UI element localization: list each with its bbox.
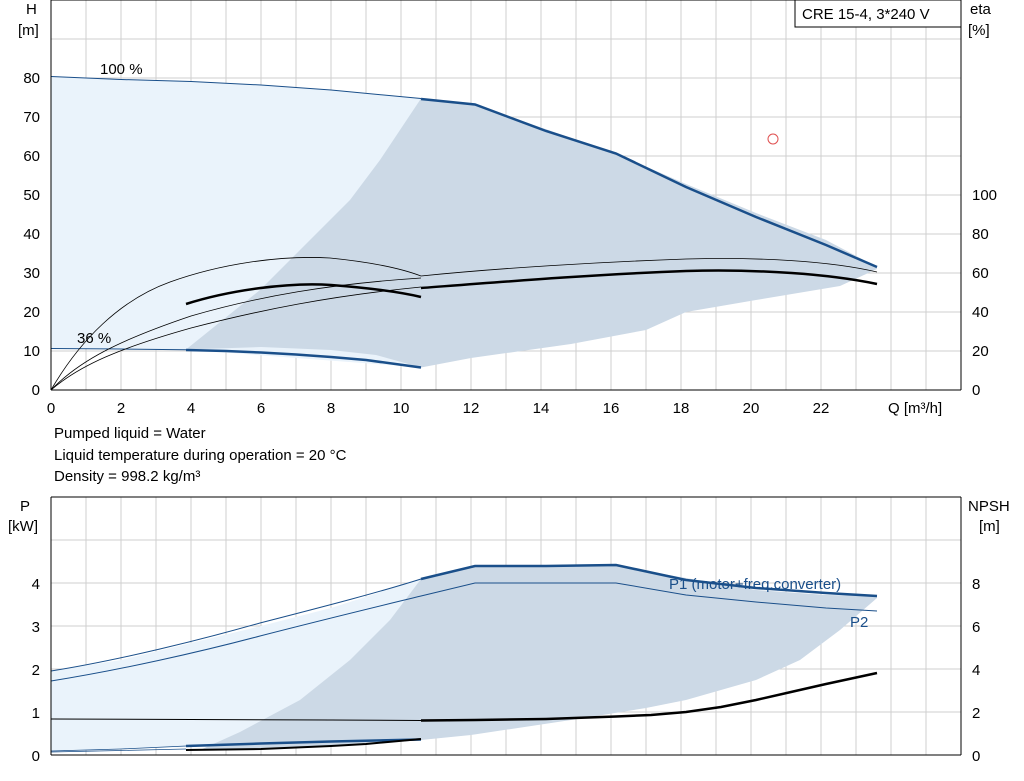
ytick-npsh-4: 4 xyxy=(972,662,980,679)
p2-curve xyxy=(50,582,878,682)
p-min-thin2 xyxy=(50,748,187,753)
y-axis-left-label-unit: [m] xyxy=(18,22,39,39)
xtick-20: 20 xyxy=(743,400,760,417)
y-axis-right-label-eta: eta xyxy=(970,1,992,18)
ytick-right-80: 80 xyxy=(972,226,989,243)
ytick-left-0: 0 xyxy=(32,382,40,399)
xtick-22: 22 xyxy=(813,400,830,417)
ytick-right-20: 20 xyxy=(972,343,989,360)
xtick-8: 8 xyxy=(327,400,335,417)
y-axis-left-label-h: H xyxy=(26,1,37,18)
xtick-2: 2 xyxy=(117,400,125,417)
ytick-npsh-0: 0 xyxy=(972,748,980,765)
eta-max-thin xyxy=(50,257,422,391)
ytick-npsh-6: 6 xyxy=(972,619,980,636)
xtick-18: 18 xyxy=(673,400,690,417)
info-liquid-temperature: Liquid temperature during operation = 20… xyxy=(54,447,347,464)
p2-series-label: P2 xyxy=(850,614,868,631)
xtick-10: 10 xyxy=(393,400,410,417)
eta-bold-high xyxy=(420,269,878,290)
xtick-12: 12 xyxy=(463,400,480,417)
ytick-left-40: 40 xyxy=(23,226,40,243)
eta-36-thin2 xyxy=(50,286,422,391)
ytick-left-80: 80 xyxy=(23,70,40,87)
x-axis-label: Q [m³/h] xyxy=(888,400,942,417)
bottom-region-dark xyxy=(200,566,877,750)
p-min-black xyxy=(185,738,422,751)
p1-curve xyxy=(420,563,878,598)
top-left-yticks: 0 10 20 30 40 50 60 70 80 xyxy=(23,70,40,399)
eta-max-run xyxy=(420,258,878,277)
npsh-thin xyxy=(50,718,422,721)
ytick-right-60: 60 xyxy=(972,265,989,282)
ytick-npsh-2: 2 xyxy=(972,705,980,722)
eta-bold-low xyxy=(185,283,422,306)
ytick-p-3: 3 xyxy=(32,619,40,636)
xtick-16: 16 xyxy=(603,400,620,417)
chart-title-box xyxy=(794,0,962,28)
duty-point-marker xyxy=(767,133,779,145)
chart-title: CRE 15-4, 3*240 V xyxy=(802,6,930,23)
npsh-curve xyxy=(420,671,878,722)
xtick-6: 6 xyxy=(257,400,265,417)
ytick-right-40: 40 xyxy=(972,304,989,321)
bottom-left-yticks: 0 1 2 3 4 xyxy=(32,576,40,765)
ytick-right-100: 100 xyxy=(972,187,997,204)
ytick-left-60: 60 xyxy=(23,148,40,165)
xtick-0: 0 xyxy=(47,400,55,417)
y-axis-npsh-unit: [m] xyxy=(979,518,1000,535)
y-axis-right-label-unit: [%] xyxy=(968,22,990,39)
ytick-p-2: 2 xyxy=(32,662,40,679)
y-axis-p-label: P xyxy=(20,498,30,515)
xtick-4: 4 xyxy=(187,400,195,417)
ytick-p-1: 1 xyxy=(32,705,40,722)
p1-thin xyxy=(50,578,422,672)
xtick-14: 14 xyxy=(533,400,550,417)
p-min-blue xyxy=(185,738,422,748)
ytick-left-20: 20 xyxy=(23,304,40,321)
bottom-right-yticks: 0 2 4 6 8 xyxy=(972,576,980,765)
annotation-100-percent: 100 % xyxy=(100,61,143,78)
head-max-thin xyxy=(50,76,422,99)
head-max-curve xyxy=(420,97,878,269)
ytick-left-70: 70 xyxy=(23,109,40,126)
p1-series-label: P1 (motor+freq.converter) xyxy=(669,576,841,593)
ytick-p-4: 4 xyxy=(32,576,40,593)
ytick-left-50: 50 xyxy=(23,187,40,204)
annotation-36-percent: 36 % xyxy=(77,330,111,347)
top-region-dark xyxy=(186,98,877,368)
ytick-p-0: 0 xyxy=(32,748,40,765)
ytick-npsh-8: 8 xyxy=(972,576,980,593)
x-ticks: 0 2 4 6 8 10 12 14 16 18 20 22 xyxy=(47,400,830,417)
head-min-thin xyxy=(50,348,187,351)
ytick-left-10: 10 xyxy=(23,343,40,360)
y-axis-npsh-label: NPSH xyxy=(968,498,1010,515)
info-density: Density = 998.2 kg/m³ xyxy=(54,468,201,485)
info-pumped-liquid: Pumped liquid = Water xyxy=(54,425,206,442)
y-axis-p-unit: [kW] xyxy=(8,518,38,535)
ytick-right-0: 0 xyxy=(972,382,980,399)
head-min-curve xyxy=(185,348,422,369)
eta-36-thin xyxy=(50,277,422,391)
p-min-thin xyxy=(50,745,187,752)
top-right-yticks: 0 20 40 60 80 100 xyxy=(972,187,997,399)
ytick-left-30: 30 xyxy=(23,265,40,282)
